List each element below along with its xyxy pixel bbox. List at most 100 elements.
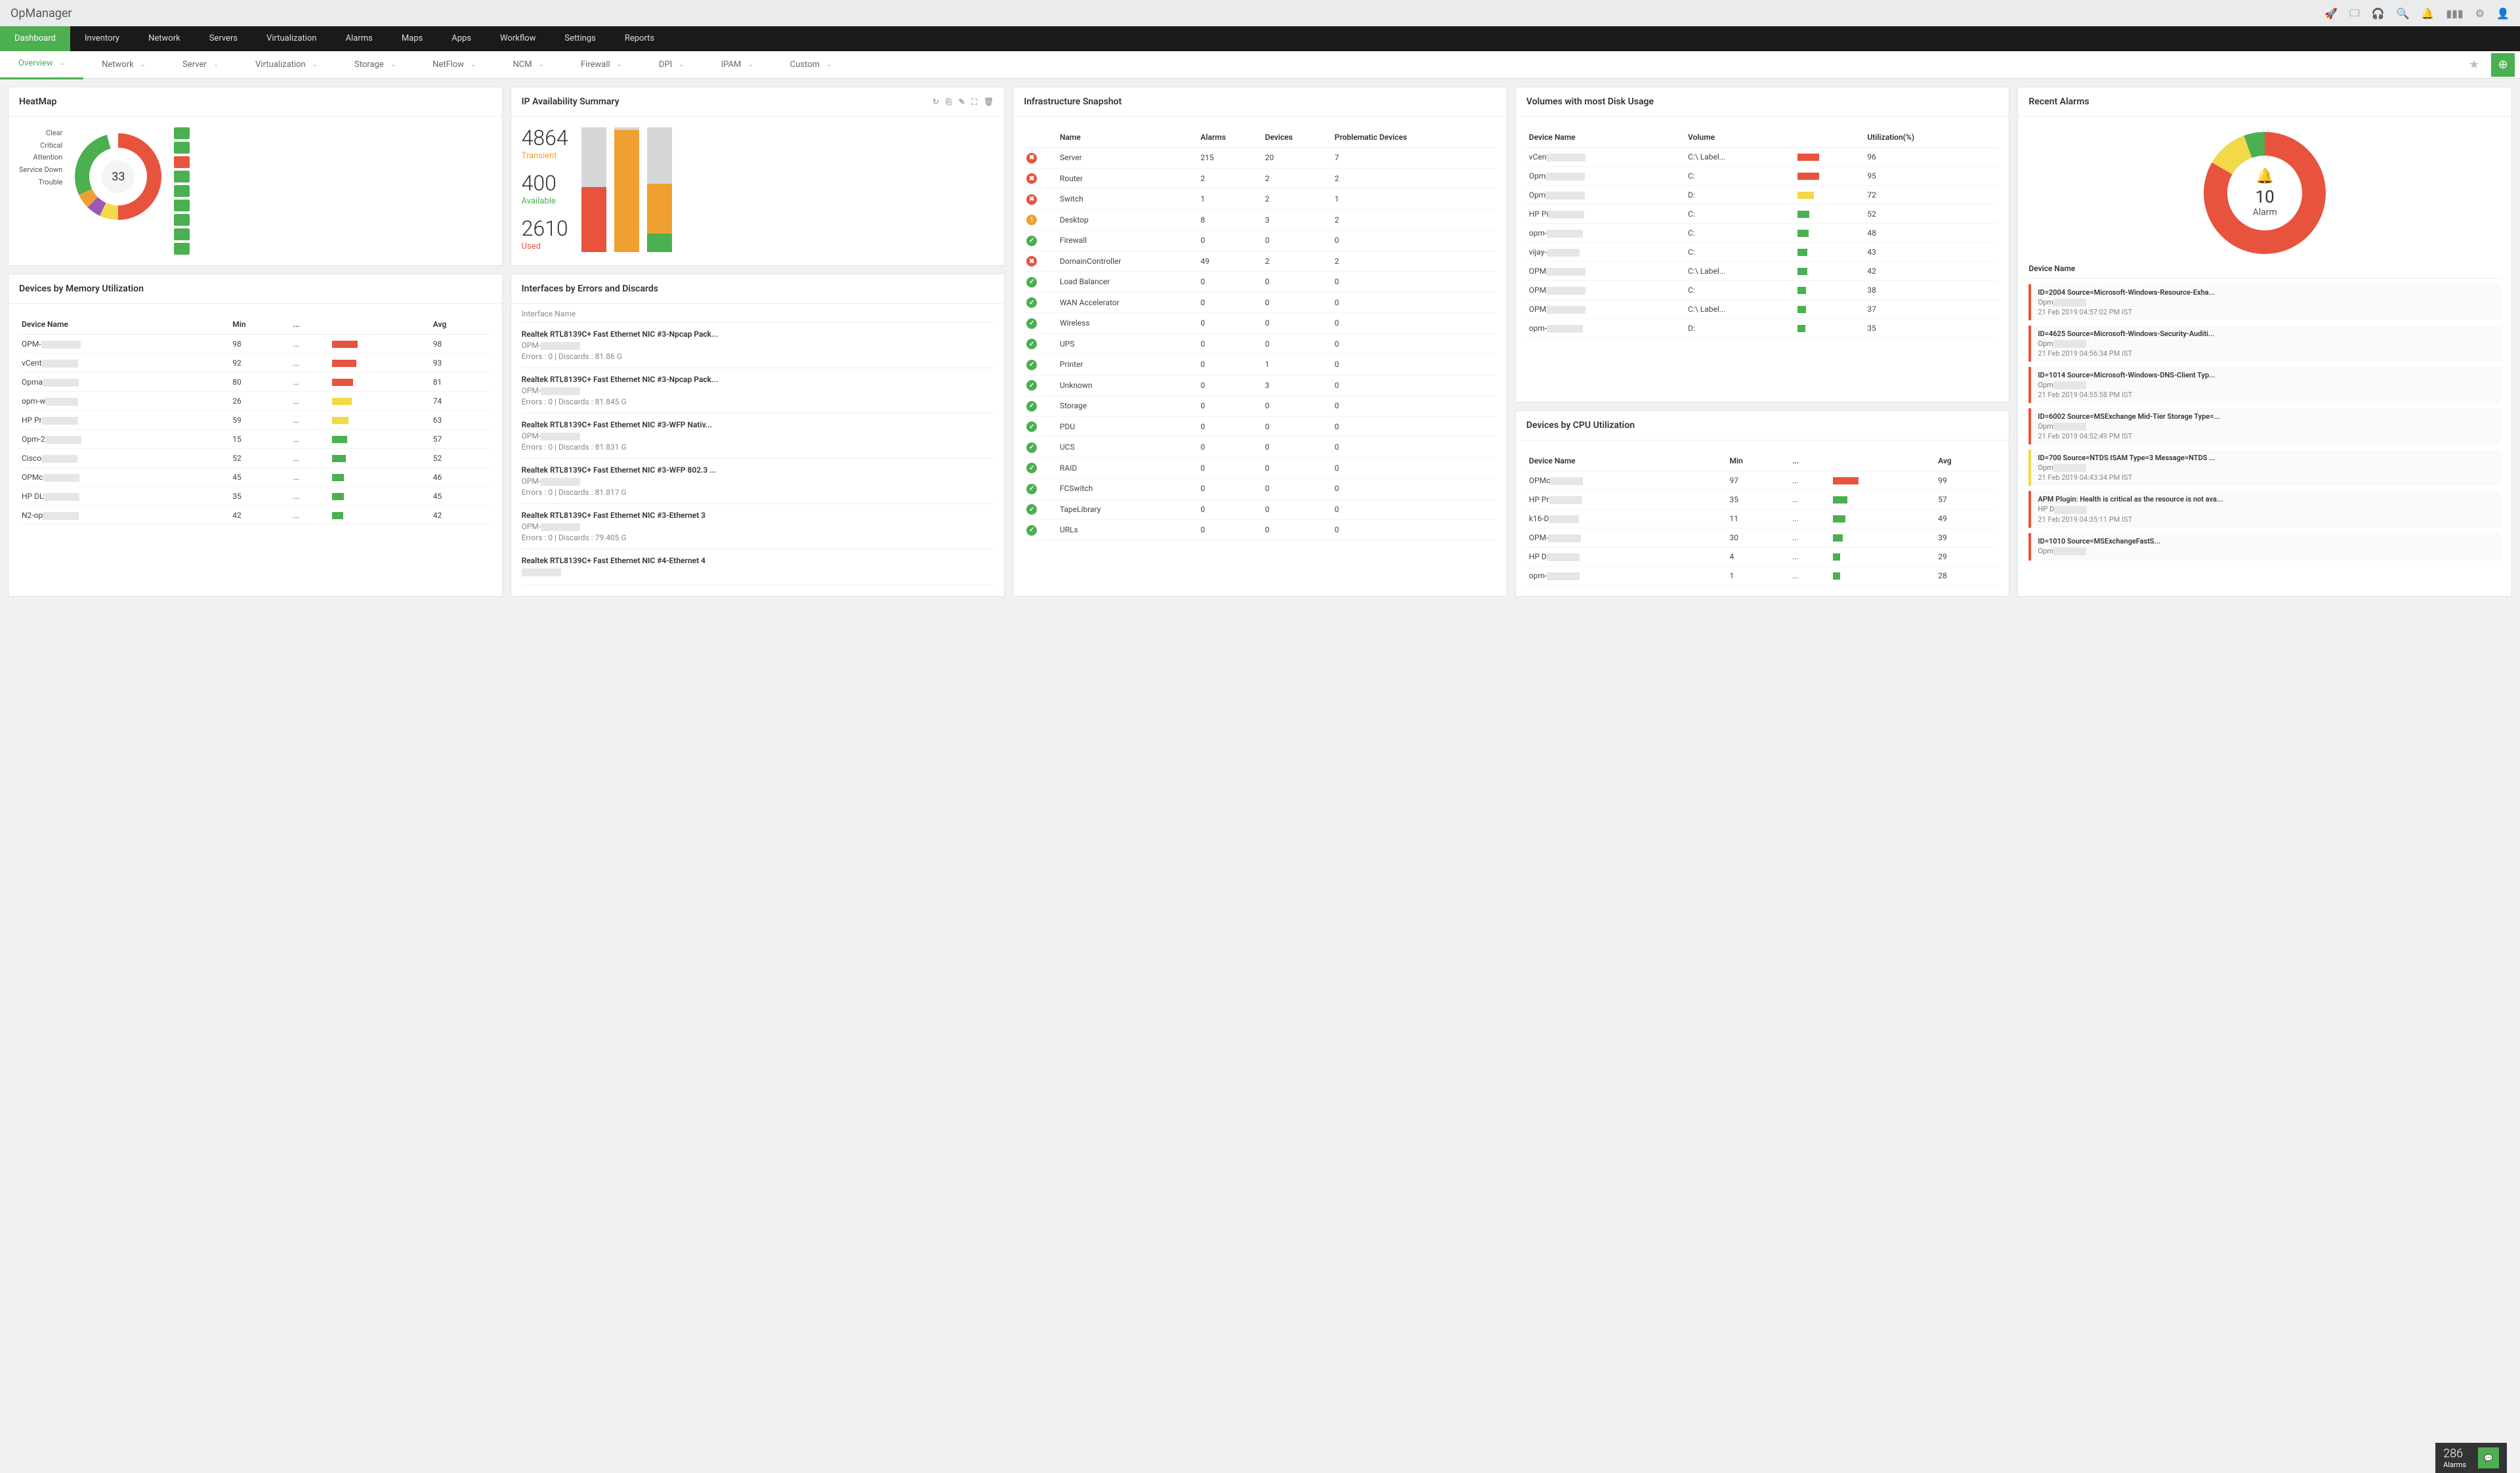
interface-item[interactable]: Realtek RTL8139C+ Fast Ethernet NIC #3-N… bbox=[522, 323, 994, 368]
add-widget-button[interactable]: ⊕ bbox=[2491, 53, 2515, 77]
mainnav-maps[interactable]: Maps bbox=[387, 26, 437, 51]
table-row[interactable]: !Desktop832 bbox=[1024, 209, 1496, 230]
mainnav-servers[interactable]: Servers bbox=[195, 26, 252, 51]
table-row[interactable]: Cisco52...52 bbox=[19, 449, 492, 468]
alarm-item[interactable]: ID=2004 Source=Microsoft-Windows-Resourc… bbox=[2028, 284, 2501, 320]
table-row[interactable]: ✓Load Balancer000 bbox=[1024, 272, 1496, 293]
mainnav-workflow[interactable]: Workflow bbox=[486, 26, 550, 51]
mainnav-dashboard[interactable]: Dashboard bbox=[0, 26, 70, 51]
table-row[interactable]: vCent92...93 bbox=[19, 354, 492, 373]
heatmap-box[interactable] bbox=[174, 185, 190, 197]
alarm-item[interactable]: ID=1010 Source=MSExchangeFastS...Opm bbox=[2028, 533, 2501, 561]
table-row[interactable]: OPMC:\ Label...42 bbox=[1526, 262, 1999, 281]
edit-icon[interactable]: ✎ bbox=[958, 97, 965, 107]
subnav-custom[interactable]: Custom ⌄ bbox=[772, 51, 850, 79]
table-row[interactable]: ✓Wireless000 bbox=[1024, 313, 1496, 334]
rocket-icon[interactable]: 🚀 bbox=[2324, 7, 2338, 20]
refresh-icon[interactable]: ↻ bbox=[933, 97, 939, 107]
mainnav-settings[interactable]: Settings bbox=[550, 26, 610, 51]
table-row[interactable]: OPMC:38 bbox=[1526, 281, 1999, 300]
table-row[interactable]: ✓TapeLibrary000 bbox=[1024, 499, 1496, 520]
favorite-icon[interactable]: ★ bbox=[2462, 58, 2486, 72]
table-row[interactable]: OPMc97...99 bbox=[1526, 471, 1999, 490]
alarm-item[interactable]: ID=6002 Source=MSExchange Mid-Tier Stora… bbox=[2028, 408, 2501, 444]
subnav-ipam[interactable]: IPAM ⌄ bbox=[703, 51, 772, 79]
subnav-virtualization[interactable]: Virtualization ⌄ bbox=[237, 51, 336, 79]
mainnav-network[interactable]: Network bbox=[134, 26, 195, 51]
table-row[interactable]: ✓PDU000 bbox=[1024, 416, 1496, 437]
table-row[interactable]: OPMc45...46 bbox=[19, 468, 492, 487]
table-row[interactable]: opm-D:35 bbox=[1526, 319, 1999, 338]
table-row[interactable]: ✓Firewall000 bbox=[1024, 230, 1496, 251]
subnav-server[interactable]: Server ⌄ bbox=[164, 51, 237, 79]
table-row[interactable]: ✓Unknown030 bbox=[1024, 375, 1496, 396]
subnav-firewall[interactable]: Firewall ⌄ bbox=[562, 51, 640, 79]
subnav-dpi[interactable]: DPI ⌄ bbox=[640, 51, 703, 79]
table-row[interactable]: N2-op42...42 bbox=[19, 506, 492, 525]
alarm-item[interactable]: ID=1014 Source=Microsoft-Windows-DNS-Cli… bbox=[2028, 367, 2501, 403]
bell-icon[interactable]: 🔔 bbox=[2421, 7, 2434, 20]
table-row[interactable]: HP Pr35...57 bbox=[1526, 490, 1999, 509]
table-row[interactable]: opm-1...28 bbox=[1526, 566, 1999, 586]
user-icon[interactable]: 👤 bbox=[2496, 7, 2510, 20]
heatmap-box[interactable] bbox=[174, 156, 190, 168]
alarm-item[interactable]: ID=4625 Source=Microsoft-Windows-Securit… bbox=[2028, 326, 2501, 362]
mainnav-reports[interactable]: Reports bbox=[610, 26, 669, 51]
table-row[interactable]: ✖DomainController4922 bbox=[1024, 251, 1496, 272]
table-row[interactable]: HP DL35...45 bbox=[19, 487, 492, 506]
table-row[interactable]: OpmD:72 bbox=[1526, 186, 1999, 205]
interface-item[interactable]: Realtek RTL8139C+ Fast Ethernet NIC #3-W… bbox=[522, 459, 994, 504]
subnav-netflow[interactable]: NetFlow ⌄ bbox=[414, 51, 494, 79]
close-icon[interactable]: 🗑 bbox=[984, 97, 994, 107]
table-row[interactable]: ✓UPS000 bbox=[1024, 333, 1496, 354]
alarm-item[interactable]: APM Plugin: Health is critical as the re… bbox=[2028, 491, 2501, 527]
table-row[interactable]: k16-D11...49 bbox=[1526, 509, 1999, 528]
heatmap-box[interactable] bbox=[174, 228, 190, 240]
table-row[interactable]: ✓URLs000 bbox=[1024, 520, 1496, 541]
table-row[interactable]: Opma80...81 bbox=[19, 373, 492, 392]
table-row[interactable]: ✓UCS000 bbox=[1024, 437, 1496, 458]
table-row[interactable]: opm-w26...74 bbox=[19, 392, 492, 411]
table-row[interactable]: ✖Server215207 bbox=[1024, 148, 1496, 169]
table-row[interactable]: ✓Storage000 bbox=[1024, 396, 1496, 417]
interface-item[interactable]: Realtek RTL8139C+ Fast Ethernet NIC #3-W… bbox=[522, 414, 994, 459]
chat-icon[interactable]: 💬 bbox=[2478, 1447, 2499, 1468]
table-row[interactable]: HP D4...29 bbox=[1526, 547, 1999, 566]
heatmap-box[interactable] bbox=[174, 142, 190, 154]
monitor-icon[interactable]: 🖵 bbox=[2349, 7, 2359, 20]
heatmap-box[interactable] bbox=[174, 214, 190, 226]
export-icon[interactable]: ⎘ bbox=[946, 97, 952, 107]
blocks-icon[interactable]: ▮▮▮ bbox=[2446, 7, 2463, 20]
table-row[interactable]: OPMC:\ Label...37 bbox=[1526, 300, 1999, 319]
heatmap-box[interactable] bbox=[174, 200, 190, 211]
mainnav-inventory[interactable]: Inventory bbox=[70, 26, 134, 51]
footer-alarm-badge[interactable]: 286 Alarms 💬 bbox=[2435, 1443, 2507, 1473]
subnav-network[interactable]: Network ⌄ bbox=[83, 51, 164, 79]
table-row[interactable]: vCenC:\ Label...96 bbox=[1526, 148, 1999, 167]
table-row[interactable]: OpmC:95 bbox=[1526, 167, 1999, 186]
table-row[interactable]: ✓RAID000 bbox=[1024, 458, 1496, 479]
subnav-ncm[interactable]: NCM ⌄ bbox=[494, 51, 562, 79]
interface-item[interactable]: Realtek RTL8139C+ Fast Ethernet NIC #4-E… bbox=[522, 549, 994, 586]
table-row[interactable]: ✓FCSwitch000 bbox=[1024, 479, 1496, 500]
heatmap-box[interactable] bbox=[174, 127, 190, 139]
alarm-item[interactable]: ID=700 Source=NTDS ISAM Type=3 Message=N… bbox=[2028, 450, 2501, 486]
table-row[interactable]: ✖Router222 bbox=[1024, 168, 1496, 189]
interface-item[interactable]: Realtek RTL8139C+ Fast Ethernet NIC #3-E… bbox=[522, 504, 994, 549]
subnav-storage[interactable]: Storage ⌄ bbox=[336, 51, 414, 79]
search-icon[interactable]: 🔍 bbox=[2396, 7, 2409, 20]
table-row[interactable]: opm-C:48 bbox=[1526, 224, 1999, 243]
table-row[interactable]: ✖Switch121 bbox=[1024, 189, 1496, 210]
table-row[interactable]: vijay-C:43 bbox=[1526, 243, 1999, 262]
table-row[interactable]: OPM-98...98 bbox=[19, 335, 492, 354]
mainnav-virtualization[interactable]: Virtualization bbox=[252, 26, 331, 51]
table-row[interactable]: OPM-30...39 bbox=[1526, 528, 1999, 547]
interface-item[interactable]: Realtek RTL8139C+ Fast Ethernet NIC #3-N… bbox=[522, 368, 994, 414]
heatmap-box[interactable] bbox=[174, 171, 190, 182]
gear-icon[interactable]: ⚙ bbox=[2475, 7, 2485, 20]
mainnav-alarms[interactable]: Alarms bbox=[331, 26, 387, 51]
table-row[interactable]: HP PiC:52 bbox=[1526, 205, 1999, 224]
subnav-overview[interactable]: Overview ⌄ bbox=[0, 50, 83, 79]
expand-icon[interactable]: ⛶ bbox=[972, 97, 977, 107]
table-row[interactable]: Opm-215...57 bbox=[19, 430, 492, 449]
